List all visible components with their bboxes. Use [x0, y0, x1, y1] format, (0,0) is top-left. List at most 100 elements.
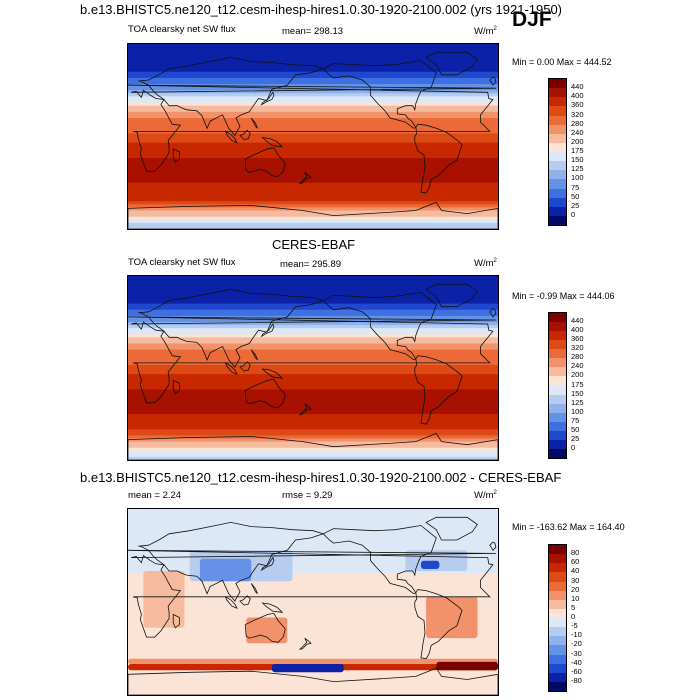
- flux-band: [128, 222, 498, 227]
- flux-band: [128, 435, 498, 440]
- flux-band: [128, 145, 498, 150]
- flux-band: [128, 303, 498, 308]
- flux-band: [128, 198, 498, 202]
- colorbar-tick-label: 320: [571, 109, 584, 119]
- coastline: [261, 602, 284, 613]
- colorbar-tick-label: 150: [571, 155, 584, 165]
- colorbar-swatch: [549, 124, 566, 134]
- coastline: [224, 595, 238, 609]
- coastline: [224, 130, 238, 144]
- panel3-units: W/m2: [474, 490, 497, 502]
- colorbar-swatch: [549, 448, 566, 458]
- coastlines: [128, 51, 498, 229]
- panel3-rmse: rmse = 9.29: [282, 490, 333, 501]
- flux-band: [128, 170, 498, 175]
- flux-band: [128, 334, 498, 338]
- colorbar-swatch: [549, 79, 566, 89]
- colorbar-swatch: [549, 554, 566, 564]
- flux-band: [128, 380, 498, 384]
- colorbar-tick-label: 0: [571, 612, 576, 621]
- flux-band: [128, 276, 498, 280]
- colorbar-tick-label: 75: [571, 415, 580, 425]
- colorbar-swatch: [549, 188, 566, 198]
- colorbar-swatch: [549, 590, 566, 600]
- flux-band: [128, 65, 498, 70]
- flux-bands: [128, 44, 498, 229]
- flux-band: [128, 453, 498, 458]
- colorbar-tick-label: -5: [571, 621, 578, 631]
- colorbar-swatch: [549, 627, 566, 637]
- panel2-field: TOA clearsky net SW flux: [128, 257, 236, 268]
- flux-band: [128, 182, 498, 187]
- colorbar-swatch: [549, 545, 566, 555]
- flux-band: [128, 291, 498, 295]
- flux-band: [128, 410, 498, 415]
- flux-band: [128, 361, 498, 366]
- colorbar-tick-label: 175: [571, 146, 584, 155]
- colorbar-swatch: [549, 313, 566, 323]
- flux-band: [128, 173, 498, 178]
- colorbar-tick-label: 200: [571, 136, 584, 146]
- colorbar-tick-label: -60: [571, 666, 582, 676]
- panel2-minmax: Min = -0.99 Max = 444.06: [512, 291, 615, 301]
- diff-region: [199, 558, 252, 582]
- colorbar-tick-label: -10: [571, 630, 582, 640]
- diff-field: [128, 509, 498, 695]
- coastline: [250, 117, 258, 129]
- flux-band: [128, 56, 498, 61]
- diff-region: [426, 596, 478, 639]
- coastline: [260, 91, 275, 106]
- flux-band: [128, 108, 498, 113]
- colorbar-tick-label: -80: [571, 675, 582, 685]
- flux-band: [128, 142, 498, 147]
- flux-band: [128, 167, 498, 172]
- flux-band: [128, 300, 498, 305]
- panel1-mean: mean= 298.13: [282, 26, 344, 37]
- colorbar-swatch: [549, 663, 566, 673]
- colorbar-swatch: [549, 97, 566, 107]
- flux-band: [128, 358, 498, 363]
- coastline: [138, 288, 325, 368]
- coastline: [128, 84, 496, 172]
- flux-band: [128, 77, 498, 82]
- run-title: b.e13.BHISTC5.ne120_t12.cesm-ihesp-hires…: [80, 2, 563, 17]
- panel2-map: [127, 275, 499, 461]
- colorbar-swatch: [549, 439, 566, 449]
- colorbar-tick-label: 25: [571, 200, 580, 210]
- flux-band: [128, 331, 498, 335]
- colorbar-swatch: [549, 88, 566, 98]
- flux-band: [128, 404, 498, 409]
- flux-band: [128, 155, 498, 159]
- panel3-heading: b.e13.BHISTC5.ne120_t12.cesm-ihesp-hires…: [80, 470, 562, 485]
- coastline: [128, 432, 498, 460]
- flux-band: [128, 219, 498, 224]
- panel1-map: [127, 43, 499, 230]
- flux-band: [128, 417, 498, 421]
- colorbar-tick-label: 20: [571, 584, 580, 594]
- colorbar-swatch: [549, 152, 566, 162]
- coastline: [414, 589, 463, 660]
- flux-band: [128, 68, 498, 73]
- flux-band: [128, 294, 498, 299]
- colorbar-tick-label: 80: [571, 548, 580, 558]
- colorbar-tick-label: 100: [571, 406, 584, 416]
- coastlines: [128, 516, 498, 695]
- panel1-units: W/m2: [474, 26, 497, 38]
- colorbar-tick-label: 175: [571, 379, 584, 389]
- colorbar-swatch: [549, 367, 566, 377]
- coastline: [260, 556, 275, 572]
- flux-band: [128, 322, 498, 326]
- colorbar-tick-label: 0: [571, 209, 576, 219]
- coastline: [425, 283, 478, 308]
- flux-band: [128, 71, 498, 76]
- colorbar-swatch: [549, 179, 566, 189]
- flux-band: [128, 225, 498, 229]
- coastline: [414, 123, 463, 194]
- panel3-map: [127, 508, 499, 696]
- colorbar-tick-label: -30: [571, 648, 582, 658]
- flux-band: [128, 297, 498, 302]
- flux-band: [128, 148, 498, 153]
- diff-region: [128, 658, 498, 664]
- coastline: [244, 612, 286, 643]
- diff-region: [143, 571, 185, 628]
